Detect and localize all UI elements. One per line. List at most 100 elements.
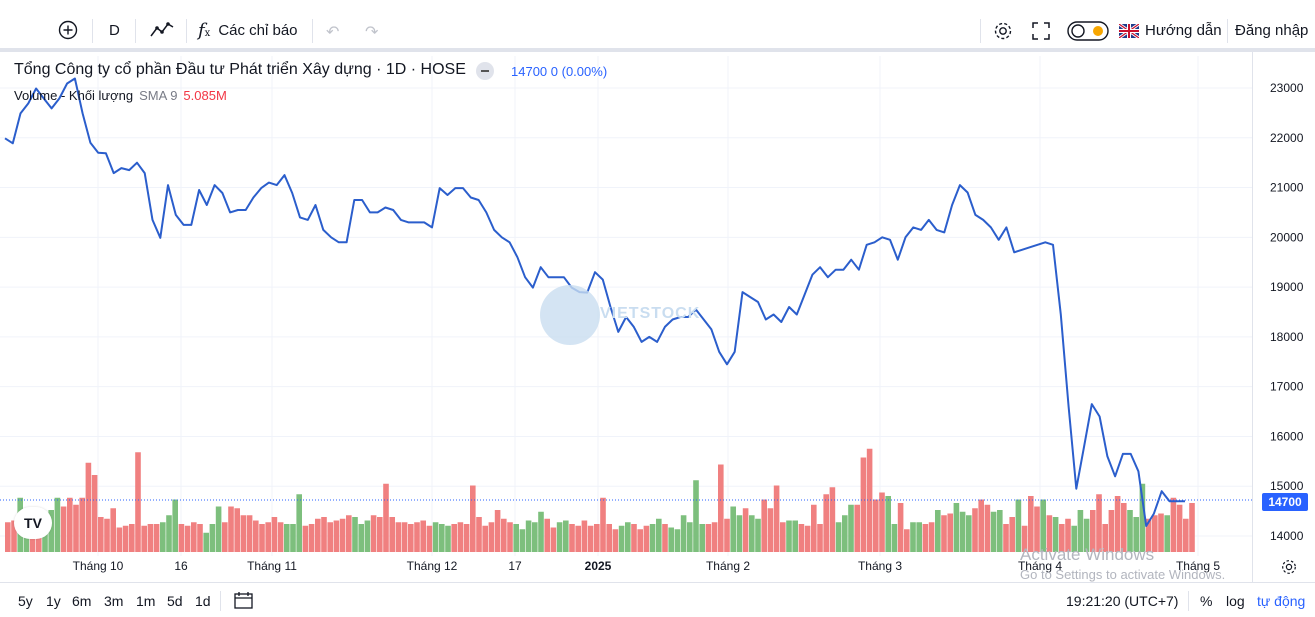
volume-bar xyxy=(321,517,327,552)
x-tick-label: Tháng 4 xyxy=(1018,559,1062,573)
line-chart-icon xyxy=(150,22,174,37)
y-tick-label: 14000 xyxy=(1270,529,1304,543)
range-5d-button[interactable]: 5d xyxy=(167,593,183,609)
volume-bar xyxy=(203,532,209,552)
activate-windows-text: Activate Windows xyxy=(1020,545,1155,564)
price-chart[interactable]: 14000 15000 16000 17000 18000 19000 20000 21000… xyxy=(0,52,1315,582)
range-1d-button[interactable]: 1d xyxy=(195,593,211,609)
volume-bar xyxy=(370,515,377,552)
goto-date-button[interactable] xyxy=(233,590,255,615)
volume-bar xyxy=(85,462,92,552)
settings-button[interactable] xyxy=(992,20,1014,42)
volume-bar xyxy=(507,522,513,552)
volume-bar xyxy=(91,475,98,552)
clock-time[interactable]: 19:21:20 (UTC+7) xyxy=(1066,593,1179,609)
volume-bar xyxy=(953,503,960,552)
volume-bar xyxy=(941,515,947,552)
volume-bar xyxy=(327,522,333,552)
volume-bar xyxy=(569,524,575,552)
symbol-title: Tổng Công ty cổ phần Đầu tư Phát triển X… xyxy=(14,61,466,78)
volume-bar xyxy=(73,504,79,552)
legend-collapse-button[interactable] xyxy=(476,62,494,80)
volume-bar xyxy=(352,517,358,552)
volume-bar xyxy=(1127,510,1133,552)
redo-button[interactable]: ↷ xyxy=(365,22,378,42)
volume-bar xyxy=(1009,517,1015,552)
percent-toggle[interactable]: % xyxy=(1200,593,1213,609)
volume-bars xyxy=(5,448,1195,552)
volume-bar xyxy=(488,522,495,552)
volume-bar xyxy=(990,511,997,552)
volume-bar xyxy=(625,522,631,552)
volume-bar xyxy=(556,522,563,552)
volume-bar xyxy=(804,525,811,552)
log-toggle[interactable]: log xyxy=(1226,593,1245,609)
volume-bar xyxy=(935,510,941,552)
plus-circle-icon xyxy=(58,20,78,40)
legend-price-change: 0 (0.00%) xyxy=(550,64,608,79)
toolbar-divider xyxy=(135,19,136,43)
volume-bar xyxy=(792,520,798,552)
volume-bar xyxy=(11,520,17,552)
bottom-toolbar: 5y 1y 6m 3m 1m 5d 1d 19:21:20 (UTC+7) % … xyxy=(0,582,1315,617)
volume-bar xyxy=(358,524,364,552)
volume-bar xyxy=(1114,496,1121,552)
volume-bar xyxy=(445,525,451,552)
range-6m-button[interactable]: 6m xyxy=(72,593,92,609)
volume-bar xyxy=(873,499,879,552)
login-link[interactable]: Đăng nhập xyxy=(1235,22,1308,39)
volume-bar xyxy=(724,518,730,552)
guide-link[interactable]: Hướng dẫn xyxy=(1119,22,1222,39)
volume-bar xyxy=(277,522,284,552)
volume-bar xyxy=(346,515,352,552)
auto-scale-toggle[interactable]: tự động xyxy=(1257,593,1306,609)
fullscreen-button[interactable] xyxy=(1031,21,1051,41)
volume-bar xyxy=(699,524,705,552)
chart-type-button[interactable] xyxy=(149,20,175,40)
volume-bar xyxy=(457,522,464,552)
range-1y-button[interactable]: 1y xyxy=(46,593,61,609)
volume-bar xyxy=(451,524,457,552)
y-tick-label: 21000 xyxy=(1270,181,1304,195)
x-tick-label: 2025 xyxy=(585,559,612,573)
volume-bar xyxy=(476,517,482,552)
y-tick-label: 23000 xyxy=(1270,81,1304,95)
volume-bar xyxy=(395,522,402,552)
volume-bar xyxy=(972,508,978,552)
volume-bar xyxy=(674,529,681,552)
volume-bar xyxy=(116,527,123,552)
volume-bar xyxy=(885,496,891,552)
volume-bar xyxy=(618,525,625,552)
interval-button[interactable]: D xyxy=(109,22,120,39)
theme-toggle[interactable] xyxy=(1067,20,1109,42)
tradingview-logo-icon[interactable]: TV xyxy=(14,507,52,539)
range-1m-button[interactable]: 1m xyxy=(136,593,156,609)
volume-bar xyxy=(705,524,712,552)
range-5y-button[interactable]: 5y xyxy=(18,593,33,609)
x-tick-label: 16 xyxy=(174,559,188,573)
volume-bar xyxy=(668,527,674,552)
volume-bar xyxy=(693,480,699,552)
indicators-button[interactable]: fx Các chỉ báo xyxy=(198,20,298,41)
volume-bar xyxy=(755,518,761,552)
y-tick-label: 22000 xyxy=(1270,131,1304,145)
undo-button[interactable]: ↶ xyxy=(326,22,339,42)
volume-bar xyxy=(308,524,315,552)
volume-bar xyxy=(401,522,408,552)
range-3m-button[interactable]: 3m xyxy=(104,593,124,609)
volume-bar xyxy=(147,524,154,552)
add-symbol-button[interactable] xyxy=(57,19,79,41)
axis-settings-button[interactable] xyxy=(1280,558,1298,581)
x-tick-label: Tháng 2 xyxy=(706,559,750,573)
volume-bar xyxy=(135,452,141,552)
volume-bar xyxy=(1083,518,1090,552)
volume-bar xyxy=(122,525,129,552)
volume-bar xyxy=(687,522,693,552)
chart-grid xyxy=(0,56,1252,556)
volume-bar xyxy=(153,524,160,552)
y-tick-label: 17000 xyxy=(1270,380,1304,394)
volume-bar xyxy=(897,503,904,552)
volume-bar xyxy=(48,510,54,552)
price-axis[interactable] xyxy=(1252,52,1315,582)
function-icon: fx xyxy=(198,20,211,41)
